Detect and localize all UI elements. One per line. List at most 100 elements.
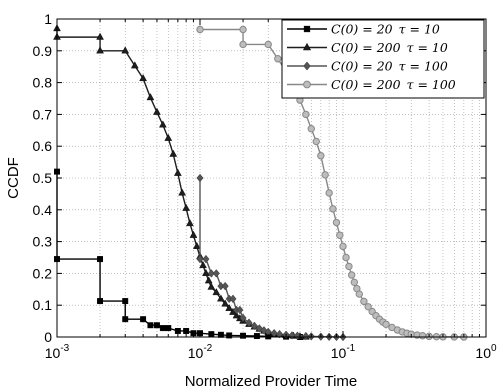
y-tick-label: 0.1 (33, 297, 53, 313)
data-point-square (147, 322, 154, 329)
legend-label: C(0) = 20 τ = 10 (331, 22, 440, 37)
data-point-triangle (202, 268, 210, 276)
legend: C(0) = 20 τ = 10 C(0) = 200 τ = 10 C(0) = 20… (281, 19, 485, 99)
data-point-square (253, 333, 260, 340)
data-point-triangle (186, 219, 194, 227)
legend-item-s2: C(0) = 200 τ = 10 (287, 40, 448, 55)
data-point-circle (312, 137, 320, 146)
data-point-circle (239, 40, 247, 49)
data-point-triangle (189, 230, 198, 238)
data-point-diamond (245, 318, 253, 327)
data-point-circle (355, 290, 363, 298)
data-point-triangle (96, 32, 104, 40)
data-point-triangle (199, 261, 207, 269)
data-point-triangle (146, 93, 155, 101)
data-point-circle (360, 297, 368, 306)
data-point-square (122, 316, 129, 323)
data-point-diamond (221, 281, 229, 291)
data-point-triangle (173, 168, 182, 176)
data-point-triangle (121, 46, 130, 54)
data-point-square (153, 322, 160, 329)
data-point-triangle (221, 299, 230, 307)
data-point-square (122, 298, 129, 305)
x-tick-label: 10-3 (45, 343, 70, 361)
data-point-triangle (207, 282, 216, 290)
data-point-square (140, 316, 147, 323)
data-point-circle (332, 218, 341, 227)
data-point-diamond (207, 269, 215, 278)
data-point-triangle (217, 294, 225, 302)
data-point-circle (264, 40, 272, 49)
data-point-triangle (153, 107, 161, 115)
data-point-diamond (303, 61, 311, 71)
data-point-diamond (202, 254, 210, 264)
data-point-diamond (302, 331, 310, 341)
data-point-square (208, 331, 215, 338)
legend-item-s3: C(0) = 20 τ = 100 (287, 59, 448, 74)
legend-label: C(0) = 200 τ = 10 (331, 40, 448, 55)
data-point-diamond (250, 321, 258, 331)
data-point-square (183, 327, 190, 334)
data-point-circle (364, 303, 372, 311)
data-point-diamond (239, 313, 247, 323)
data-point-circle (307, 125, 315, 133)
y-tick-label: 0.8 (33, 75, 53, 91)
y-tick-labels: 0 0.1 0.2 0.3 0.4 0.5 0.6 0.7 0.8 0.9 1 (33, 11, 53, 345)
x-axis-label: Normalized Provider Time (185, 373, 358, 390)
data-point-triangle (130, 61, 139, 69)
data-point-diamond (212, 269, 220, 278)
data-point-circle (325, 189, 333, 197)
data-point-square (174, 327, 181, 334)
data-point-diamond (276, 329, 284, 339)
data-point-circle (339, 242, 347, 251)
legend-label: C(0) = 200 τ = 100 (331, 77, 456, 92)
data-point-triangle (96, 46, 104, 54)
data-point-triangle (164, 133, 173, 141)
y-tick-label: 0.6 (33, 138, 53, 154)
grid (57, 19, 486, 337)
x-tick-label: 10-1 (331, 343, 356, 361)
y-tick-label: 0.4 (33, 202, 53, 218)
data-point-circle (336, 231, 344, 239)
data-point-circle (382, 320, 390, 328)
data-point-triangle (212, 288, 221, 296)
data-point-circle (196, 25, 204, 34)
x-tick-labels: 10-3 10-2 10-1 100 (45, 343, 497, 361)
data-point-circle (302, 110, 310, 119)
data-point-circle (239, 25, 247, 34)
data-point-diamond (229, 294, 237, 304)
legend-item-s4: C(0) = 200 τ = 100 (287, 77, 456, 92)
data-point-circle (329, 205, 337, 213)
data-point-circle (418, 332, 427, 340)
data-point-triangle (302, 42, 312, 51)
legend-item-s1: C(0) = 20 τ = 10 (287, 22, 440, 37)
data-point-square (97, 298, 104, 305)
x-tick-label: 100 (475, 343, 497, 361)
data-point-diamond (288, 331, 296, 340)
data-point-triangle (169, 149, 178, 157)
data-point-circle (321, 171, 329, 179)
y-axis-label: CCDF (5, 157, 22, 199)
data-point-circle (345, 262, 353, 271)
y-tick-label: 1 (44, 11, 52, 27)
data-point-circle (342, 253, 350, 262)
data-point-square (303, 25, 311, 33)
data-point-square (159, 325, 166, 332)
data-point-circle (274, 55, 282, 63)
y-tick-label: 0 (44, 329, 52, 345)
data-point-triangle (232, 311, 241, 319)
data-point-diamond (236, 305, 244, 315)
x-tick-label: 10-2 (188, 343, 213, 361)
legend-label: C(0) = 20 τ = 100 (331, 59, 448, 74)
data-point-circle (303, 80, 311, 89)
data-point-triangle (225, 303, 234, 311)
y-tick-label: 0.7 (33, 106, 53, 122)
data-point-square (97, 256, 104, 263)
data-point-triangle (192, 241, 201, 249)
data-point-circle (347, 271, 356, 279)
data-point-triangle (182, 203, 191, 211)
data-point-square (165, 325, 172, 332)
y-tick-label: 0.2 (33, 265, 53, 281)
data-point-square (226, 332, 233, 339)
